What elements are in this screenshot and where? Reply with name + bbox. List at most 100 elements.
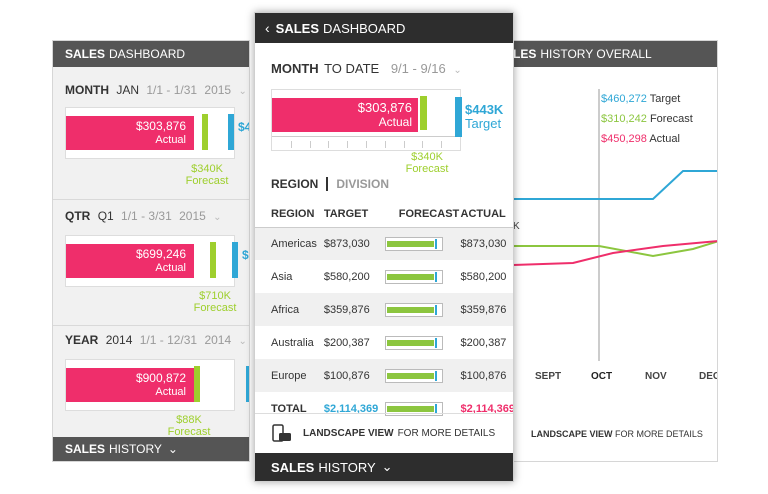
legend-actual-value: $450,298	[601, 133, 647, 145]
forecast-progress-fill	[386, 372, 435, 379]
target-marker	[455, 97, 462, 137]
year-period-value: 2014	[105, 333, 133, 347]
month-actual-label: Actual	[155, 134, 186, 146]
legend-target: $460,272 Target	[601, 93, 680, 105]
divider	[53, 199, 249, 200]
forecast-target-tick	[435, 304, 438, 315]
forecast-progress-bar	[384, 236, 443, 251]
month-period-selector[interactable]: MONTH JAN 1/1 - 1/31 2015 ⌄	[65, 83, 247, 97]
x-axis-tick-sept: SEPT	[535, 371, 562, 382]
legend-target-label: Target	[649, 93, 681, 105]
forecast-progress-bar	[384, 269, 443, 284]
right-header-bar: LES HISTORY OVERALL	[513, 41, 717, 67]
right-header-title: LES	[513, 47, 537, 61]
legend-actual: $450,298 Actual	[601, 133, 680, 145]
qtr-target-marker	[232, 242, 238, 278]
table-row[interactable]: Australia $200,387 $200,387	[255, 326, 513, 359]
table-header-row: REGION TARGET FORECAST ACTUAL	[255, 201, 513, 228]
table-row[interactable]: Europe $100,876 $100,876	[255, 359, 513, 392]
left-header-bar: SALES DASHBOARD	[53, 41, 249, 67]
month-to-date-bullet-chart: $303,876 Actual	[271, 89, 461, 151]
actual-cell: $100,876	[460, 359, 513, 392]
sales-history-toggle[interactable]: SALES HISTORY ⌄	[255, 453, 513, 481]
table-total-row: TOTAL $2,114,369 $2,114,369	[255, 392, 513, 425]
landscape-hint-text: FOR MORE DETAILS	[397, 428, 496, 439]
month-forecast-label: Forecast	[185, 175, 229, 187]
history-line-chart	[513, 89, 717, 361]
forecast-progress-fill	[386, 240, 435, 247]
year-period-year: 2014	[204, 333, 232, 347]
month-to-date-selector[interactable]: MONTH TO DATE 9/1 - 9/16 ⌄	[271, 61, 462, 76]
forecast-progress-bar	[384, 335, 443, 350]
year-period-selector[interactable]: YEAR 2014 1/1 - 12/31 2014 ⌄	[65, 333, 247, 347]
actual-cell: $580,200	[460, 270, 507, 283]
forecast-progress-fill	[386, 339, 435, 346]
table-row[interactable]: Asia $580,200 $580,200	[255, 260, 513, 293]
month-forecast-value: $340K	[191, 163, 223, 175]
column-header-target[interactable]: TARGET	[323, 201, 385, 228]
sales-dashboard-phone: ‹ SALES DASHBOARD MONTH TO DATE 9/1 - 9/…	[254, 12, 514, 482]
month-actual-value: $303,876	[135, 119, 186, 133]
qtr-period-selector[interactable]: QTR Q1 1/1 - 3/31 2015 ⌄	[65, 209, 222, 223]
sales-history-toggle-left[interactable]: SALES HISTORY ⌄	[53, 437, 249, 461]
tab-region[interactable]: REGION	[271, 177, 329, 191]
table-row[interactable]: Africa $359,876 $359,876	[255, 293, 513, 326]
qtr-period-year: 2015	[179, 209, 206, 223]
sales-history-panel-right: LES HISTORY OVERALL $460,272 Target $310…	[512, 40, 718, 462]
landscape-hint-right: LANDSCAPE VIEW FOR MORE DETAILS	[513, 429, 703, 439]
landscape-hint-right-text: FOR MORE DETAILS	[615, 429, 703, 439]
qtr-bullet-chart: $699,246 Actual $7	[65, 235, 249, 287]
region-cell: Australia	[271, 336, 314, 349]
year-forecast-caption: $88K Forecast	[154, 414, 224, 438]
month-period-range: 1/1 - 1/31	[146, 83, 198, 97]
chevron-down-icon: ⌄	[167, 442, 178, 456]
year-forecast-label: Forecast	[167, 426, 211, 438]
qtr-forecast-marker	[210, 242, 216, 278]
back-chevron-icon[interactable]: ‹	[265, 20, 270, 36]
forecast-cell	[384, 326, 461, 359]
qtr-actual-value: $699,246	[135, 247, 186, 261]
column-header-actual[interactable]: ACTUAL	[460, 201, 513, 228]
target-label: Target	[465, 116, 502, 131]
forecast-progress-bar	[384, 401, 443, 416]
month-period-year: 2015	[204, 83, 232, 97]
actual-cell: $359,876	[460, 293, 513, 326]
table-row[interactable]: Americas $873,030 $873,030	[255, 227, 513, 260]
forecast-cell	[384, 359, 461, 392]
forecast-cell	[384, 293, 461, 326]
column-header-region[interactable]: REGION	[255, 201, 324, 228]
month-forecast-marker	[202, 114, 208, 150]
qtr-period-range: 1/1 - 3/31	[121, 209, 172, 223]
actual-bar: $303,876 Actual	[272, 98, 418, 132]
region-cell: Asia	[271, 270, 293, 283]
left-footer-subtitle: HISTORY	[109, 442, 162, 456]
column-header-forecast[interactable]: FORECAST	[384, 201, 461, 228]
chevron-down-icon[interactable]: ⌄	[238, 336, 247, 347]
forecast-progress-bar	[384, 368, 443, 383]
chevron-down-icon[interactable]: ⌄	[453, 65, 462, 76]
phone-header-bar: ‹ SALES DASHBOARD	[255, 13, 513, 43]
actual-label: Actual	[378, 115, 412, 129]
forecast-progress-fill	[386, 273, 435, 280]
landscape-hint-title: LANDSCAPE VIEW	[303, 428, 394, 439]
qtr-target-value: $7	[242, 248, 249, 262]
legend-forecast: $310,242 Forecast	[601, 113, 693, 125]
forecast-label: Forecast	[405, 163, 449, 175]
month-bullet-chart: $303,876 Actual $44	[65, 107, 249, 159]
forecast-progress-bar	[384, 302, 443, 317]
year-forecast-marker	[194, 366, 200, 402]
actual-series-line	[513, 240, 717, 266]
forecast-progress-fill	[386, 306, 435, 313]
forecast-target-tick	[435, 337, 438, 348]
chevron-down-icon[interactable]: ⌄	[238, 86, 247, 97]
tab-division[interactable]: DIVISION	[336, 177, 390, 191]
right-header-subtitle: HISTORY OVERALL	[540, 47, 652, 61]
legend-target-value: $460,272	[601, 93, 647, 105]
region-cell: Europe	[255, 359, 324, 392]
chevron-down-icon[interactable]: ⌄	[213, 212, 222, 223]
year-period-label: YEAR	[65, 333, 99, 347]
year-actual-label: Actual	[155, 386, 186, 398]
x-axis-tick-nov: NOV	[645, 371, 667, 382]
total-label: TOTAL	[271, 402, 307, 415]
target-value: $443K	[465, 102, 504, 117]
